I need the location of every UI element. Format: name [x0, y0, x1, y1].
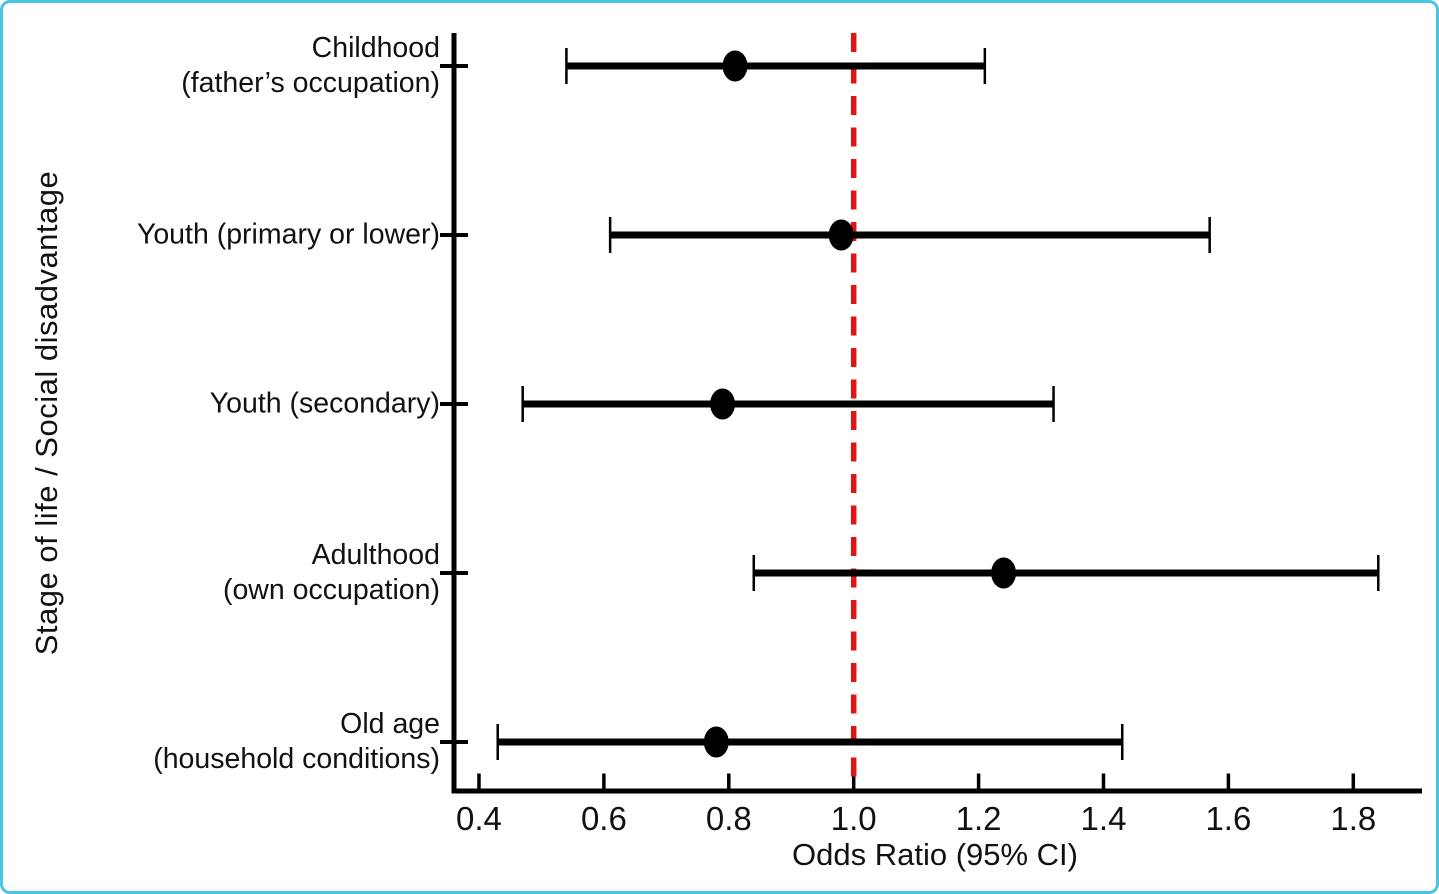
x-tick-label: 1.8 — [1330, 800, 1376, 837]
category-label: Youth (primary or lower) — [136, 218, 440, 251]
category-label: Childhood (father’s occupation) — [181, 32, 440, 99]
category-label: Adulthood (own occupation) — [222, 539, 440, 606]
point-marker — [710, 388, 736, 420]
plot-area: 0.4 0.6 0.8 1.0 1.2 1.4 1.6 1.8 — [440, 33, 1422, 837]
category-label: Youth (secondary) — [209, 387, 440, 420]
point-marker — [722, 50, 748, 82]
x-tick-label: 0.4 — [456, 800, 502, 837]
x-axis-title: Odds Ratio (95% CI) — [792, 837, 1078, 872]
category-label: Old age (household conditions) — [153, 708, 440, 775]
x-tick-label: 1.2 — [956, 800, 1002, 837]
x-tick-label: 0.8 — [706, 800, 752, 837]
x-tick-label: 0.6 — [581, 800, 627, 837]
point-marker — [991, 557, 1017, 589]
x-tick-label: 1.4 — [1081, 800, 1127, 837]
x-tick-label: 1.0 — [831, 800, 877, 837]
x-tick-label: 1.6 — [1205, 800, 1251, 837]
point-marker — [703, 726, 729, 758]
point-marker — [828, 219, 854, 251]
